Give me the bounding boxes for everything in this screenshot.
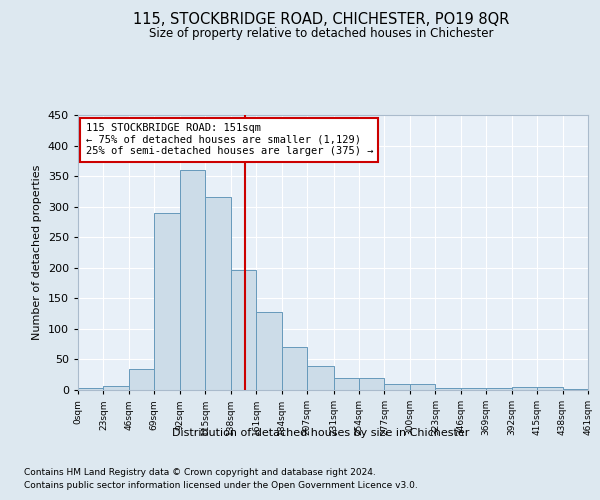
- Bar: [281, 347, 307, 390]
- Bar: [410, 384, 436, 390]
- Bar: [359, 378, 385, 390]
- Bar: [436, 388, 461, 390]
- Bar: [385, 384, 410, 390]
- Text: 115, STOCKBRIDGE ROAD, CHICHESTER, PO19 8QR: 115, STOCKBRIDGE ROAD, CHICHESTER, PO19 …: [133, 12, 509, 28]
- Text: Contains public sector information licensed under the Open Government Licence v3: Contains public sector information licen…: [24, 482, 418, 490]
- Bar: [563, 389, 588, 390]
- Text: Size of property relative to detached houses in Chichester: Size of property relative to detached ho…: [149, 28, 493, 40]
- Text: Contains HM Land Registry data © Crown copyright and database right 2024.: Contains HM Land Registry data © Crown c…: [24, 468, 376, 477]
- Bar: [307, 366, 334, 390]
- Bar: [180, 170, 205, 390]
- Bar: [205, 198, 230, 390]
- Bar: [461, 388, 486, 390]
- Y-axis label: Number of detached properties: Number of detached properties: [32, 165, 42, 340]
- Bar: [486, 388, 512, 390]
- Bar: [78, 388, 103, 390]
- Bar: [334, 378, 359, 390]
- Bar: [256, 312, 281, 390]
- Bar: [129, 368, 154, 390]
- Bar: [154, 213, 180, 390]
- Text: 115 STOCKBRIDGE ROAD: 151sqm
← 75% of detached houses are smaller (1,129)
25% of: 115 STOCKBRIDGE ROAD: 151sqm ← 75% of de…: [86, 123, 373, 156]
- Bar: [537, 387, 563, 390]
- Bar: [103, 386, 129, 390]
- Bar: [512, 387, 537, 390]
- Text: Distribution of detached houses by size in Chichester: Distribution of detached houses by size …: [172, 428, 470, 438]
- Bar: [230, 270, 256, 390]
